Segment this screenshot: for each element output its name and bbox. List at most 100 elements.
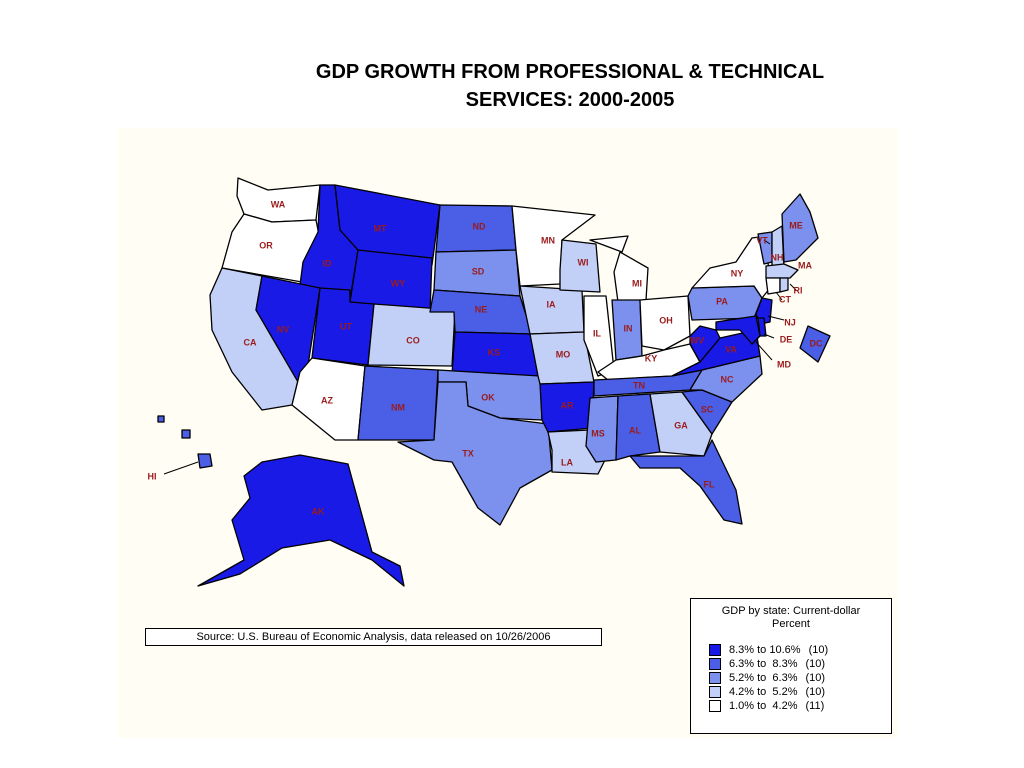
label-nc: NC xyxy=(721,374,734,384)
legend-item: 4.2% to 5.2% (10) xyxy=(691,685,891,699)
label-nm: NM xyxy=(391,402,405,412)
label-or: OR xyxy=(259,240,273,250)
label-nj: NJ xyxy=(784,317,796,327)
label-co: CO xyxy=(406,335,420,345)
label-ky: KY xyxy=(645,353,658,363)
label-ny: NY xyxy=(731,268,744,278)
label-ma: MA xyxy=(798,260,812,270)
label-az: AZ xyxy=(321,395,333,405)
leader-md xyxy=(755,341,773,361)
legend-range: 5.2% to 6.3% xyxy=(729,672,798,684)
label-tn: TN xyxy=(633,380,645,390)
label-ks: KS xyxy=(488,347,501,357)
legend-swatch xyxy=(709,700,721,712)
legend-range: 8.3% to 10.6% xyxy=(729,644,801,656)
state-dc xyxy=(799,325,831,363)
label-dc: DC xyxy=(810,338,823,348)
label-hi: HI xyxy=(148,471,157,481)
state-me xyxy=(781,193,819,263)
label-ms: MS xyxy=(591,428,605,438)
label-ar: AR xyxy=(561,400,574,410)
state-hi xyxy=(157,415,213,469)
label-ct: CT xyxy=(779,294,791,304)
label-de: DE xyxy=(780,334,793,344)
label-ak: AK xyxy=(312,506,325,516)
label-nh: NH xyxy=(771,252,784,262)
legend-count: (10) xyxy=(805,672,826,684)
source-note: Source: U.S. Bureau of Economic Analysis… xyxy=(145,628,602,646)
legend-item: 5.2% to 6.3% (10) xyxy=(691,671,891,685)
label-in: IN xyxy=(624,323,633,333)
label-me: ME xyxy=(789,220,803,230)
leader-vt xyxy=(763,239,771,245)
state-al xyxy=(615,393,661,461)
state-ri xyxy=(779,277,789,293)
label-vt: VT xyxy=(756,235,768,245)
legend-swatch xyxy=(709,644,721,656)
label-ca: CA xyxy=(244,337,257,347)
label-ga: GA xyxy=(674,420,688,430)
legend-count: (11) xyxy=(805,700,825,712)
legend-count: (10) xyxy=(805,658,826,670)
label-ut: UT xyxy=(340,321,352,331)
legend-title-line-1: GDP by state: Current-dollar xyxy=(721,605,861,617)
label-sc: SC xyxy=(701,404,714,414)
state-ga xyxy=(649,391,713,457)
label-pa: PA xyxy=(716,296,728,306)
title-line-2: SERVICES: 2000-2005 xyxy=(465,89,675,111)
label-id: ID xyxy=(323,258,333,268)
leader-ct xyxy=(775,291,783,301)
label-ia: IA xyxy=(547,299,557,309)
label-al: AL xyxy=(629,425,641,435)
label-wa: WA xyxy=(271,199,286,209)
leader-ri xyxy=(789,283,797,291)
label-mn: MN xyxy=(541,235,555,245)
title-line-1: GDP GROWTH FROM PROFESSIONAL & TECHNICAL xyxy=(315,61,825,83)
us-states-map: WA OR CA ID NV MT WY UT CO AZ NM ND SD N… xyxy=(148,177,831,587)
legend-range: 1.0% to 4.2% xyxy=(729,700,798,712)
label-la: LA xyxy=(561,457,573,467)
label-tx: TX xyxy=(462,448,474,458)
legend-count: (10) xyxy=(808,644,829,656)
label-nv: NV xyxy=(277,324,290,334)
label-wy: WY xyxy=(391,278,406,288)
leader-hi xyxy=(163,461,199,475)
legend-swatch xyxy=(709,672,721,684)
legend-range: 6.3% to 8.3% xyxy=(729,658,798,670)
state-ar xyxy=(539,381,595,433)
state-fl xyxy=(629,439,743,525)
legend-range: 4.2% to 5.2% xyxy=(729,686,798,698)
state-tx xyxy=(397,381,553,526)
leader-nj xyxy=(767,315,785,321)
label-sd: SD xyxy=(472,266,485,276)
legend-title-line-2: Percent xyxy=(772,618,810,630)
label-nd: ND xyxy=(473,221,486,231)
state-ma xyxy=(765,263,799,279)
legend-items: 8.3% to 10.6% (10) 6.3% to 8.3% (10) 5.2… xyxy=(691,643,891,713)
label-fl: FL xyxy=(704,479,715,489)
legend-count: (10) xyxy=(805,686,826,698)
label-mo: MO xyxy=(556,349,571,359)
label-wi: WI xyxy=(578,257,589,267)
label-wv: WV xyxy=(690,335,705,345)
state-ct xyxy=(765,277,781,295)
label-mi: MI xyxy=(632,278,642,288)
label-ok: OK xyxy=(481,392,495,402)
state-wv xyxy=(689,325,721,363)
state-wi xyxy=(559,239,601,293)
page-title: GDP GROWTH FROM PROFESSIONAL & TECHNICAL… xyxy=(230,58,910,114)
legend-item: 1.0% to 4.2% (11) xyxy=(691,699,891,713)
state-ak xyxy=(197,454,405,587)
legend-title: GDP by state: Current-dollar Percent xyxy=(691,605,891,631)
label-va: VA xyxy=(725,344,737,354)
state-oh xyxy=(639,295,691,351)
state-ms xyxy=(585,395,619,463)
legend-swatch xyxy=(709,686,721,698)
legend-item: 8.3% to 10.6% (10) xyxy=(691,643,891,657)
map-legend: GDP by state: Current-dollar Percent 8.3… xyxy=(690,598,892,734)
legend-item: 6.3% to 8.3% (10) xyxy=(691,657,891,671)
label-ne: NE xyxy=(475,304,488,314)
label-il: IL xyxy=(593,328,602,338)
legend-swatch xyxy=(709,658,721,670)
state-md xyxy=(715,315,761,345)
